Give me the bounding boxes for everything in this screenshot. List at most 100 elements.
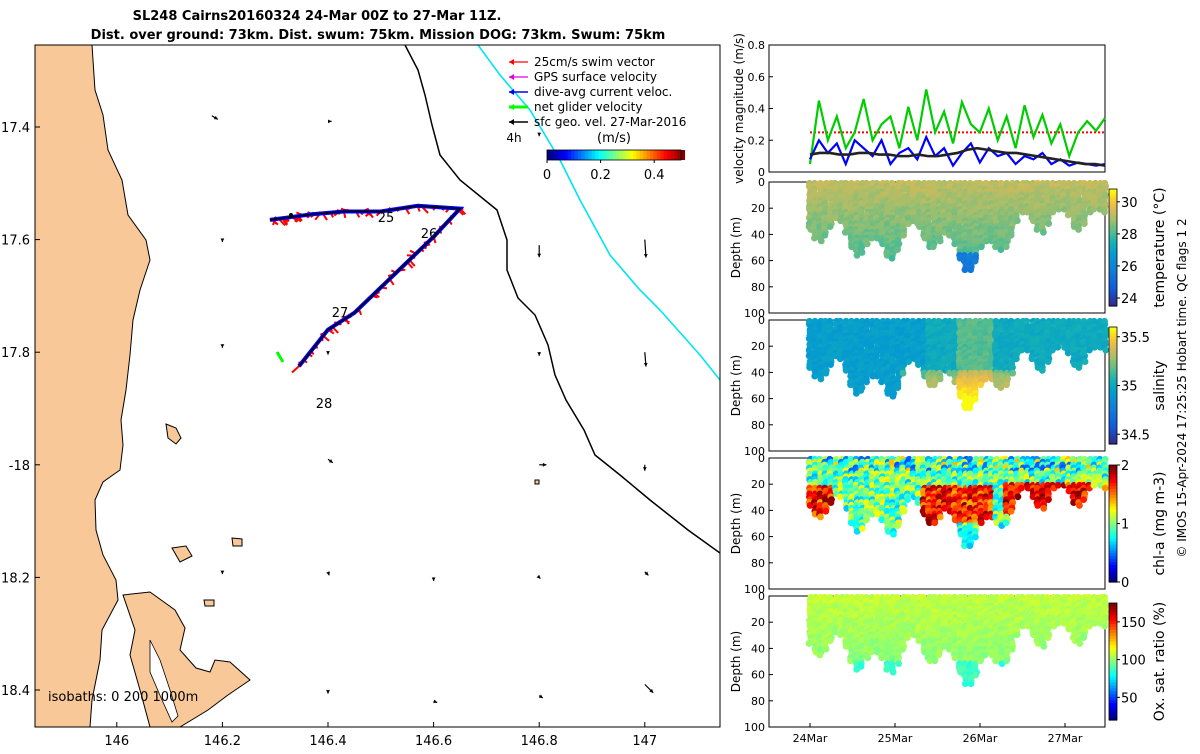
section-sample xyxy=(1040,505,1047,512)
section-sample xyxy=(1040,643,1047,650)
section-sample xyxy=(931,657,938,664)
vel-ytick-label-4: 0.8 xyxy=(748,39,766,52)
section-colorbar-title: salinity xyxy=(1152,360,1168,410)
day-label-26: 26 xyxy=(421,227,438,242)
section-colorbar-label-2: 150 xyxy=(1121,616,1146,631)
colorbar-swatch xyxy=(581,150,585,160)
legend-entry-1: GPS surface velocity xyxy=(534,70,657,84)
section-sample xyxy=(827,637,834,644)
section-sample xyxy=(997,384,1004,391)
section-sample xyxy=(930,243,937,250)
section-sample xyxy=(982,652,989,659)
swim-vector xyxy=(292,366,299,372)
section-sample xyxy=(821,232,828,239)
section-colorbar-label-1: 100 xyxy=(1121,654,1146,669)
sec-xtick-label-1: 25Mar xyxy=(878,732,913,745)
section-colorbar-swatch xyxy=(1109,327,1117,331)
section-sample xyxy=(982,376,989,383)
section-sample xyxy=(931,381,938,388)
geo-vector-head-12 xyxy=(643,467,647,471)
colorbar-swatch xyxy=(654,150,658,160)
section-sample xyxy=(1045,220,1052,227)
isobath-legend-text: isobaths: 0 200 1000m xyxy=(48,690,198,705)
peninsula-land xyxy=(123,592,250,727)
section-ylabel: Depth (m) xyxy=(729,631,743,692)
colorbar-swatch xyxy=(616,150,620,160)
section-sample xyxy=(978,243,985,250)
section-sample xyxy=(931,519,938,526)
section-colorbar-label-2: 35.5 xyxy=(1121,331,1150,346)
geo-vector-head-11 xyxy=(543,463,547,467)
section-sample xyxy=(901,508,908,515)
island-small-1 xyxy=(232,538,242,546)
colorbar-swatch xyxy=(595,150,599,160)
legend-entry-0: 25cm/s swim vector xyxy=(534,55,655,69)
section-sample xyxy=(890,669,897,676)
island-fitzroy xyxy=(166,424,181,444)
geo-vector-head-5 xyxy=(644,254,648,258)
section-sample xyxy=(899,646,906,653)
map-xtick-label-1: 146.2 xyxy=(204,734,241,749)
sec-ytick-label-3: 60 xyxy=(751,255,765,268)
section-sample xyxy=(1101,623,1108,630)
geo-vector-head-18 xyxy=(326,690,330,694)
geo-vector-head-3 xyxy=(220,238,224,242)
section-sample xyxy=(889,255,896,262)
section-sample xyxy=(966,542,973,549)
section-colorbar-title: temperature (°C) xyxy=(1152,187,1168,307)
colorbar-swatch xyxy=(671,150,675,160)
section-sample xyxy=(890,531,897,538)
colorbar-swatch xyxy=(609,150,613,160)
section-sample xyxy=(894,384,901,391)
section-sample xyxy=(966,404,973,411)
colorbar-swatch xyxy=(640,150,644,160)
section-sample xyxy=(1014,217,1021,224)
sec-ytick-label-4: 80 xyxy=(751,281,765,294)
section-sample xyxy=(904,496,911,503)
island-dunk xyxy=(172,546,192,562)
section-sample xyxy=(1075,226,1082,233)
section-sample xyxy=(1045,496,1052,503)
legend-arrow-2 xyxy=(509,89,514,95)
section-sample xyxy=(977,657,984,664)
legend-arrow-0 xyxy=(509,59,514,65)
geo-vector-head-16 xyxy=(537,575,541,579)
section-colorbar-label-0: 0 xyxy=(1121,576,1129,591)
sec-ytick-label-0: 0 xyxy=(758,176,765,189)
geo-vector-head-15 xyxy=(432,577,436,581)
section-sample xyxy=(894,246,901,253)
section-sample xyxy=(818,238,825,245)
section-sample xyxy=(937,238,944,245)
section-sample xyxy=(968,680,975,687)
colorbar-swatch xyxy=(564,150,568,160)
map-xtick-label-0: 146 xyxy=(104,734,129,749)
section-colorbar-label-2: 2 xyxy=(1121,459,1129,474)
section-sample xyxy=(1090,482,1097,489)
section-sample xyxy=(890,393,897,400)
colorbar-swatch xyxy=(629,150,633,160)
map-ytick-label-4: 18.2 xyxy=(1,571,30,586)
day-label-28: 28 xyxy=(316,397,333,412)
section-sample xyxy=(857,387,864,394)
section-sample xyxy=(1076,502,1083,509)
sec-xtick-label-0: 24Mar xyxy=(793,732,828,745)
section-colorbar-label-0: 24 xyxy=(1121,292,1138,307)
colorbar-swatch xyxy=(578,150,582,160)
section-sample xyxy=(1015,493,1022,500)
map-xtick-label-3: 146.6 xyxy=(415,734,452,749)
section-sample xyxy=(1081,220,1088,227)
section-sample xyxy=(1102,347,1109,354)
section-sample xyxy=(863,516,870,523)
colorbar-tick-label-2: 0.4 xyxy=(644,168,665,183)
sec-ytick-label-5: 100 xyxy=(744,721,765,734)
section-sample xyxy=(978,519,985,526)
section-sample xyxy=(1054,344,1061,351)
section-sample xyxy=(827,223,834,230)
map-xtick-label-2: 146.4 xyxy=(309,734,346,749)
colorbar-swatch xyxy=(554,150,558,160)
map-ytick-label-2: 17.8 xyxy=(1,346,30,361)
colorbar-swatch xyxy=(650,150,654,160)
